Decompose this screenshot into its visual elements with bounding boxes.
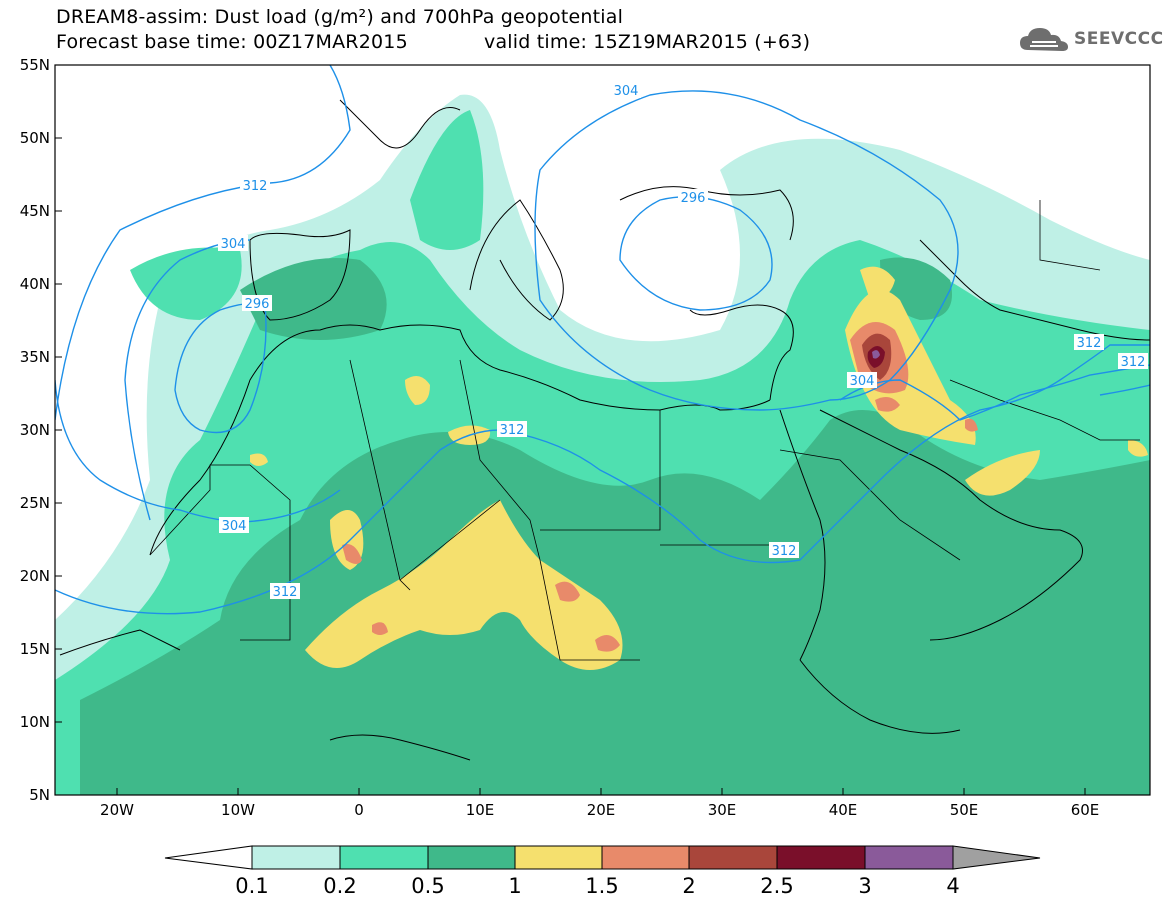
lat-label: 55N bbox=[20, 56, 50, 74]
colorbar-tick: 0.1 bbox=[235, 874, 268, 898]
lon-label: 40E bbox=[829, 801, 858, 819]
map-title: DREAM8-assim: Dust load (g/m²) and 700hP… bbox=[56, 6, 624, 28]
colorbar-ticks: 0.1 0.2 0.5 1 1.5 2 2.5 3 4 bbox=[235, 874, 959, 898]
logo-text: SEEVCCC bbox=[1074, 29, 1164, 49]
lon-label: 20E bbox=[587, 801, 616, 819]
colorbar-swatch bbox=[864, 845, 954, 870]
dust-load-field bbox=[55, 65, 1150, 795]
lat-label: 10N bbox=[20, 713, 50, 731]
contour-label: 304 bbox=[614, 84, 639, 99]
contour-label: 312 bbox=[1077, 336, 1102, 351]
contour-label: 304 bbox=[221, 237, 246, 252]
lon-label: 10E bbox=[466, 801, 495, 819]
cloud-icon bbox=[1020, 28, 1068, 51]
colorbar-swatch bbox=[776, 845, 866, 870]
lon-label: 60E bbox=[1071, 801, 1100, 819]
valid-time: valid time: 15Z19MAR2015 (+63) bbox=[484, 31, 811, 53]
longitude-axis: 20W 10W 0 10E 20E 30E 40E 50E 60E bbox=[100, 788, 1099, 819]
colorbar-tick: 2 bbox=[682, 874, 695, 898]
lat-label: 30N bbox=[20, 421, 50, 439]
contour-label: 304 bbox=[850, 374, 875, 389]
colorbar-tick: 0.2 bbox=[323, 874, 356, 898]
contour-label: 312 bbox=[273, 585, 298, 600]
colorbar-swatch bbox=[251, 845, 341, 870]
contour-label: 312 bbox=[772, 544, 797, 559]
lat-label: 20N bbox=[20, 567, 50, 585]
contour-label: 312 bbox=[243, 179, 268, 194]
lon-label: 0 bbox=[354, 801, 364, 819]
latitude-axis: 55N 50N 45N 40N 35N 30N 25N 20N 15N 10N … bbox=[20, 56, 62, 804]
lon-label: 10W bbox=[221, 801, 255, 819]
lat-label: 5N bbox=[29, 786, 50, 804]
colorbar-swatch bbox=[427, 845, 516, 870]
contour-label: 296 bbox=[681, 191, 706, 206]
contour-label-group: 312 304 296 304 296 312 304 312 312 312 … bbox=[218, 82, 1148, 600]
forecast-base-time: Forecast base time: 00Z17MAR2015 bbox=[56, 31, 408, 53]
colorbar-tick: 4 bbox=[946, 874, 959, 898]
colorbar-tick: 2.5 bbox=[760, 874, 793, 898]
colorbar-tick: 1.5 bbox=[585, 874, 618, 898]
lat-label: 40N bbox=[20, 275, 50, 293]
contour-label: 312 bbox=[1121, 355, 1146, 370]
lon-label: 30E bbox=[708, 801, 737, 819]
colorbar bbox=[164, 845, 1041, 870]
lat-label: 25N bbox=[20, 494, 50, 512]
contour-label: 312 bbox=[500, 423, 525, 438]
colorbar-tick: 0.5 bbox=[411, 874, 444, 898]
lat-label: 15N bbox=[20, 640, 50, 658]
coastlines bbox=[59, 99, 1150, 761]
lat-label: 45N bbox=[20, 202, 50, 220]
geopotential-contours bbox=[55, 65, 1150, 615]
colorbar-low-arrow bbox=[164, 845, 253, 870]
colorbar-swatch bbox=[339, 845, 429, 870]
lat-label: 35N bbox=[20, 348, 50, 366]
lon-label: 20W bbox=[100, 801, 134, 819]
colorbar-tick: 1 bbox=[508, 874, 521, 898]
contour-label: 304 bbox=[222, 519, 247, 534]
colorbar-swatch bbox=[601, 845, 690, 870]
colorbar-swatch bbox=[514, 845, 603, 870]
colorbar-high-arrow bbox=[952, 845, 1041, 870]
contour-label: 296 bbox=[245, 297, 270, 312]
lat-label: 50N bbox=[20, 129, 50, 147]
seevccc-logo: SEEVCCC bbox=[1018, 24, 1164, 54]
colorbar-tick: 3 bbox=[858, 874, 871, 898]
lon-label: 50E bbox=[950, 801, 979, 819]
colorbar-swatch bbox=[688, 845, 778, 870]
